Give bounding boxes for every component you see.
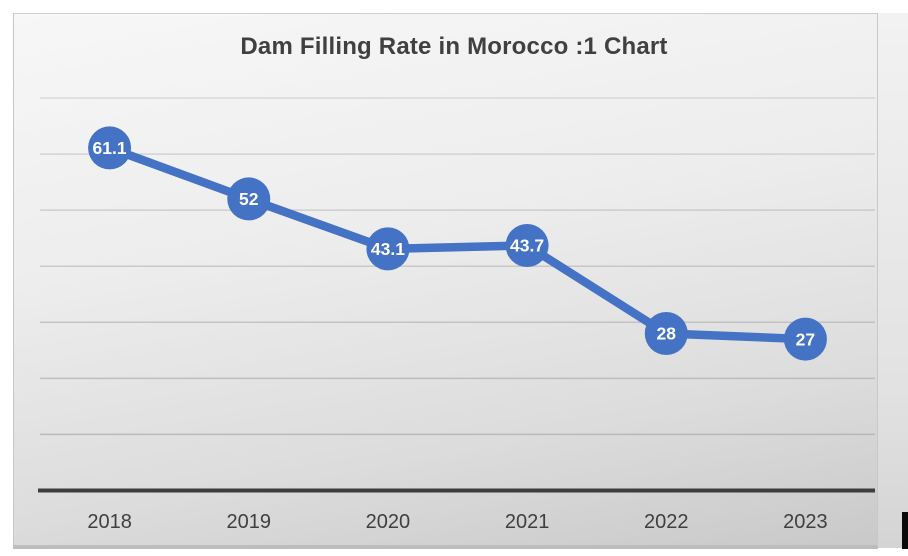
data-point-marker[interactable] xyxy=(227,177,271,221)
data-point-label: 28 xyxy=(657,324,677,344)
data-point-label: 27 xyxy=(796,329,815,349)
x-axis-label: 2018 xyxy=(87,511,132,533)
data-point-marker[interactable] xyxy=(783,317,827,361)
series-line xyxy=(105,143,810,344)
data-point-label: 43.1 xyxy=(371,239,405,259)
data-point-marker[interactable] xyxy=(88,126,132,170)
data-point-label: 52 xyxy=(239,189,259,209)
chart-title: Dam Filling Rate in Morocco :1 Chart xyxy=(240,33,668,60)
data-point-marker[interactable] xyxy=(644,312,688,355)
data-point-marker[interactable] xyxy=(366,227,410,271)
data-point-label: 43.7 xyxy=(510,236,544,256)
right-margin-strip xyxy=(878,13,908,548)
x-axis-label: 2021 xyxy=(505,511,550,533)
x-axis-label: 2022 xyxy=(644,511,689,533)
x-axis-label: 2020 xyxy=(366,511,411,533)
data-point-label: 61.1 xyxy=(93,138,127,158)
screen-edge-artifact xyxy=(902,512,908,549)
x-axis-label: 2023 xyxy=(783,511,828,533)
data-point-marker[interactable] xyxy=(505,223,549,267)
chart-card xyxy=(13,13,878,549)
x-axis-label: 2019 xyxy=(227,511,272,533)
